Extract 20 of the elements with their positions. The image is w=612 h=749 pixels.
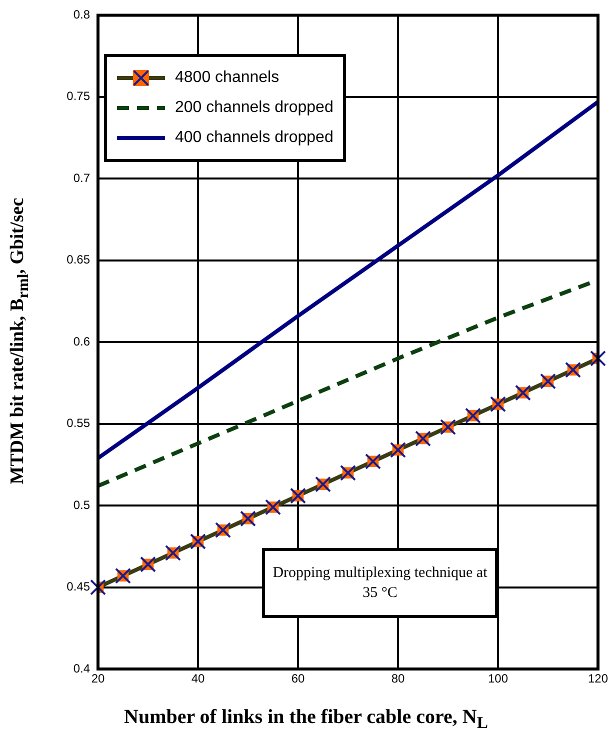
- annotation: Dropping multiplexing technique at 35 °C: [262, 548, 498, 618]
- y-tick-label: 0.75: [66, 89, 90, 104]
- y-tick-label: 0.55: [66, 416, 90, 430]
- y-tick-label: 0.7: [73, 170, 90, 185]
- legend-label: 4800 channels: [175, 69, 280, 87]
- x-tick-label: 100: [488, 672, 508, 686]
- x-tick-label: 120: [588, 672, 608, 686]
- y-tick-label: 0.45: [66, 580, 90, 594]
- legend-label: 400 channels dropped: [175, 129, 334, 147]
- y-tick-label: 0.4: [73, 661, 90, 676]
- x-tick-label: 40: [191, 672, 205, 686]
- x-tick-label: 20: [91, 672, 105, 686]
- x-axis-title: Number of links in the fiber cable core, N$_{L}$: [123, 706, 489, 733]
- y-tick-label: 0.65: [66, 252, 90, 267]
- x-tick-label: 80: [391, 672, 405, 686]
- y-tick-label: 0.5: [73, 498, 90, 512]
- x-tick-label: 60: [291, 672, 305, 686]
- legend-label: 200 channels dropped: [175, 99, 334, 117]
- y-tick-label: 0.6: [73, 334, 90, 348]
- y-tick-label: 0.8: [73, 8, 90, 22]
